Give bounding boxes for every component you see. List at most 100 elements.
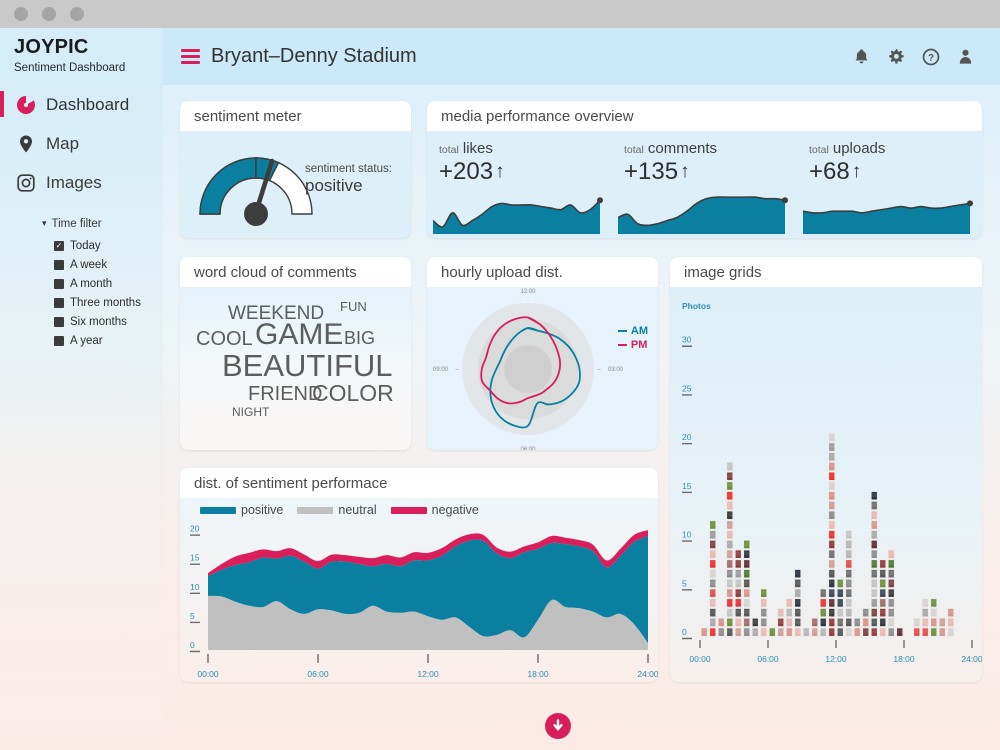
photo-cell[interactable]: [819, 588, 827, 598]
word-cloud-term[interactable]: BEAUTIFUL: [222, 348, 393, 383]
photo-cell[interactable]: [836, 617, 844, 627]
photo-cell[interactable]: [700, 627, 708, 637]
photo-cell[interactable]: [794, 569, 802, 579]
photo-cell[interactable]: [870, 578, 878, 588]
photo-cell[interactable]: [828, 481, 836, 491]
photo-cell[interactable]: [709, 627, 717, 637]
photo-cell[interactable]: [734, 617, 742, 627]
photo-cell[interactable]: [887, 598, 895, 608]
bell-icon[interactable]: [853, 48, 870, 65]
photo-cell[interactable]: [768, 627, 776, 637]
time-filter-option[interactable]: ✓ Today: [42, 236, 163, 255]
photo-cell[interactable]: [921, 608, 929, 618]
time-filter-option[interactable]: A year: [42, 331, 163, 350]
photo-cell[interactable]: [726, 588, 734, 598]
photo-cell[interactable]: [794, 588, 802, 598]
photo-cell[interactable]: [760, 598, 768, 608]
photo-cell[interactable]: [743, 598, 751, 608]
checkbox-icon[interactable]: [54, 259, 64, 270]
photo-cell[interactable]: [734, 578, 742, 588]
photo-cell[interactable]: [726, 520, 734, 530]
photo-cell[interactable]: [870, 588, 878, 598]
photo-cell[interactable]: [930, 598, 938, 608]
photo-cell[interactable]: [819, 608, 827, 618]
photo-cell[interactable]: [828, 491, 836, 501]
photo-cell[interactable]: [828, 500, 836, 511]
photo-cell[interactable]: [726, 617, 734, 627]
photo-cell[interactable]: [785, 608, 793, 618]
time-filter-option[interactable]: Three months: [42, 293, 163, 312]
photo-cell[interactable]: [743, 549, 751, 559]
photo-cell[interactable]: [845, 608, 853, 618]
photo-cell[interactable]: [794, 578, 802, 588]
time-filter-option[interactable]: A week: [42, 255, 163, 274]
word-cloud-term[interactable]: BIG: [344, 328, 376, 348]
photo-cell[interactable]: [828, 608, 836, 618]
photo-cell[interactable]: [811, 627, 819, 637]
photo-cell[interactable]: [709, 598, 717, 608]
photo-cell[interactable]: [913, 617, 921, 627]
sidebar-item-map[interactable]: Map: [0, 124, 163, 163]
photo-cell[interactable]: [870, 617, 878, 627]
photo-cell[interactable]: [836, 627, 844, 637]
photo-cell[interactable]: [743, 617, 751, 627]
photo-cell[interactable]: [777, 617, 785, 627]
photo-cell[interactable]: [777, 627, 785, 637]
photo-cell[interactable]: [828, 452, 836, 462]
photo-cell[interactable]: [879, 598, 887, 608]
photo-cell[interactable]: [726, 559, 734, 569]
photo-cell[interactable]: [709, 530, 717, 540]
checkbox-icon[interactable]: [54, 316, 64, 327]
photo-cell[interactable]: [819, 617, 827, 627]
photo-cell[interactable]: [845, 569, 853, 579]
photo-cell[interactable]: [879, 608, 887, 618]
photo-cell[interactable]: [760, 617, 768, 627]
photo-cell[interactable]: [760, 627, 768, 637]
photo-cell[interactable]: [862, 608, 870, 618]
checkbox-icon[interactable]: [54, 278, 64, 289]
photo-cell[interactable]: [930, 617, 938, 627]
stream-legend-item[interactable]: negative: [390, 503, 479, 517]
word-cloud-term[interactable]: FRIEND: [248, 383, 323, 405]
photo-cell[interactable]: [709, 539, 717, 550]
photo-cell[interactable]: [862, 627, 870, 637]
word-cloud-term[interactable]: COOL: [196, 328, 253, 350]
photo-cell[interactable]: [751, 627, 759, 637]
photo-cell[interactable]: [777, 608, 785, 618]
photo-cell[interactable]: [709, 569, 717, 579]
photo-cell[interactable]: [913, 627, 921, 637]
photo-cell[interactable]: [828, 588, 836, 598]
photo-cell[interactable]: [709, 520, 717, 530]
time-filter-option[interactable]: Six months: [42, 312, 163, 331]
hamburger-icon[interactable]: [181, 49, 200, 64]
photo-cell[interactable]: [726, 539, 734, 550]
photo-cell[interactable]: [879, 559, 887, 569]
photo-cell[interactable]: [726, 481, 734, 491]
photo-cell[interactable]: [870, 549, 878, 559]
photo-cell[interactable]: [947, 617, 955, 627]
photo-cell[interactable]: [921, 617, 929, 627]
photo-cell[interactable]: [938, 617, 946, 627]
photo-cell[interactable]: [709, 559, 717, 569]
scroll-down-button[interactable]: [545, 713, 571, 739]
photo-cell[interactable]: [921, 627, 929, 637]
photo-cell[interactable]: [845, 530, 853, 540]
photo-cell[interactable]: [726, 510, 734, 520]
photo-cell[interactable]: [709, 588, 717, 598]
photo-cell[interactable]: [870, 510, 878, 520]
user-icon[interactable]: [957, 48, 974, 65]
photo-cell[interactable]: [760, 608, 768, 618]
sidebar-item-dashboard[interactable]: Dashboard: [0, 85, 163, 124]
photo-cell[interactable]: [887, 617, 895, 627]
photo-cell[interactable]: [828, 530, 836, 540]
photo-cell[interactable]: [785, 617, 793, 627]
photo-cell[interactable]: [709, 549, 717, 559]
photo-cell[interactable]: [870, 491, 878, 501]
photo-cell[interactable]: [870, 500, 878, 511]
photo-cell[interactable]: [845, 549, 853, 559]
photo-cell[interactable]: [811, 617, 819, 627]
photo-cell[interactable]: [726, 471, 734, 481]
photo-cell[interactable]: [743, 608, 751, 618]
photo-cell[interactable]: [870, 569, 878, 579]
photo-cell[interactable]: [896, 627, 904, 637]
